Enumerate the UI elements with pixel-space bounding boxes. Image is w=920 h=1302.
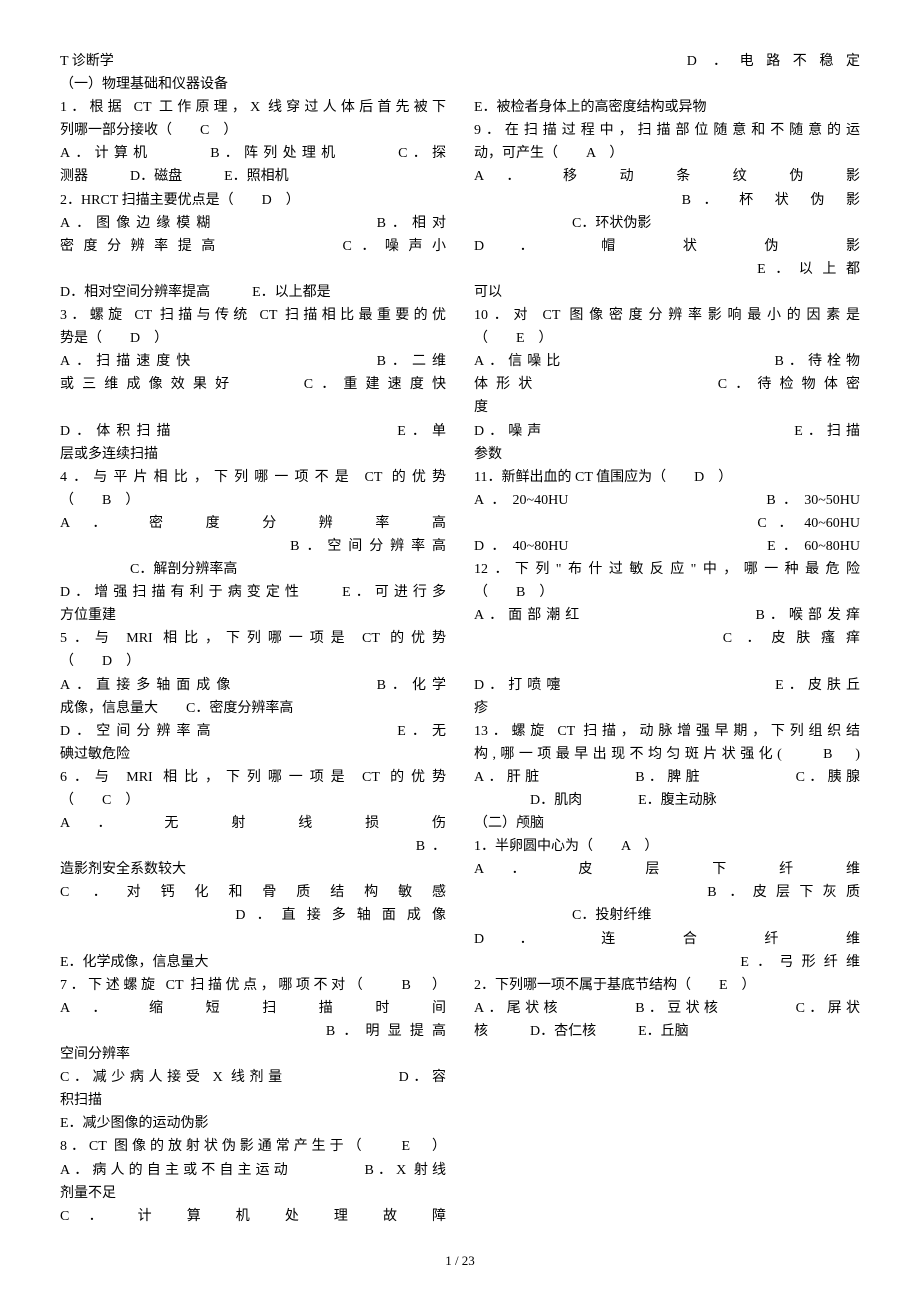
text-line: A ． 缩 短 扫 描 时 间 (60, 997, 446, 1020)
text-line: A ． 密 度 分 辨 率 高 (60, 512, 446, 535)
document-body: T 诊断学（一）物理基础和仪器设备1．根据 CT 工作原理，X 线穿过人体后首先… (60, 50, 860, 1230)
text-line: A．肝脏 B．脾脏 C．胰腺 (474, 766, 860, 789)
text-line: 空间分辨率 (60, 1043, 446, 1066)
text-line: E．以上都 (474, 258, 860, 281)
text-line: （ B ） (474, 581, 860, 604)
text-line: 测器 D．磁盘 E．照相机 (60, 165, 446, 188)
text-line: 2．HRCT 扫描主要优点是（ D ） (60, 189, 446, 212)
text-line: 或三维成像效果好 C．重建速度快 (60, 373, 446, 396)
text-line (474, 73, 860, 96)
text-line: T 诊断学 (60, 50, 446, 73)
text-line: A．直接多轴面成像 B．化学 (60, 674, 446, 697)
text-line: D．相对空间分辨率提高 E．以上都是 (60, 281, 446, 304)
text-line: C．投射纤维 (474, 904, 860, 927)
text-line: C．解剖分辨率高 (60, 558, 446, 581)
text-line: A．图像边缘模糊 B．相对 (60, 212, 446, 235)
text-line: D．体积扫描 E．单 (60, 420, 446, 443)
page-footer: 1 / 23 (60, 1250, 860, 1271)
text-line: A ． 移 动 条 纹 伪 影 (474, 165, 860, 188)
text-line: A．面部潮红 B．喉部发痒 (474, 604, 860, 627)
text-line (474, 650, 860, 673)
text-line (60, 396, 446, 419)
text-line: （ C ） (60, 789, 446, 812)
text-line: A ． 无 射 线 损 伤 (60, 812, 446, 835)
text-line: 疹 (474, 697, 860, 720)
text-line: 势是（ D ） (60, 327, 446, 350)
text-line: C．环状伪影 (474, 212, 860, 235)
text-line: B．明显提高 (60, 1020, 446, 1043)
text-line: C．40~60HU (474, 512, 860, 535)
text-line: E．化学成像，信息量大 (60, 951, 446, 974)
text-line: D．40~80HU E．60~80HU (474, 535, 860, 558)
text-line: C ．对钙化和骨质结构敏感 (60, 881, 446, 904)
text-line: A．20~40HU B．30~50HU (474, 489, 860, 512)
text-line: C ． 计 算 机 处 理 故 障 (60, 1205, 446, 1228)
text-line: 体形状 C．待检物体密 (474, 373, 860, 396)
text-line: 层或多连续扫描 (60, 443, 446, 466)
text-line (60, 258, 446, 281)
text-line: D ． 帽 状 伪 影 (474, 235, 860, 258)
text-line (60, 928, 446, 951)
text-line: 积扫描 (60, 1089, 446, 1112)
text-line: E．减少图像的运动伪影 (60, 1112, 446, 1135)
text-line: （ B ） (60, 489, 446, 512)
text-line: 可以 (474, 281, 860, 304)
text-line: 1．半卵圆中心为（ A ） (474, 835, 860, 858)
text-line: B ． 杯 状 伪 影 (474, 189, 860, 212)
text-line: A．病人的自主或不自主运动 B．X 射线 (60, 1159, 446, 1182)
text-line: （二）颅脑 (474, 812, 860, 835)
text-line: D．增强扫描有利于病变定性 E．可进行多 (60, 581, 446, 604)
text-line: 9．在扫描过程中，扫描部位随意和不随意的运 (474, 119, 860, 142)
text-line: C ．皮肤瘙痒 (474, 627, 860, 650)
text-line: 3．螺旋 CT 扫描与传统 CT 扫描相比最重要的优 (60, 304, 446, 327)
text-line: 7．下述螺旋 CT 扫描优点，哪项不对（ B ） (60, 974, 446, 997)
text-line: 12．下列"布什过敏反应"中，哪一种最危险 (474, 558, 860, 581)
text-line: D．噪声 E．扫描 (474, 420, 860, 443)
text-line: 密度分辨率提高 C．噪声小 (60, 235, 446, 258)
text-line: 度 (474, 396, 860, 419)
text-line: 碘过敏危险 (60, 743, 446, 766)
text-line: 11．新鲜出血的 CT 值围应为（ D ） (474, 466, 860, 489)
text-line: 列哪一部分接收（ C ） (60, 119, 446, 142)
text-line: D ． 连 合 纤 维 (474, 928, 860, 951)
text-line: 剂量不足 (60, 1182, 446, 1205)
text-line: D．打喷嚏 E．皮肤丘 (474, 674, 860, 697)
text-line: 核 D．杏仁核 E．丘脑 (474, 1020, 860, 1043)
text-line: 5．与 MRI 相比，下列哪一项是 CT 的优势 (60, 627, 446, 650)
text-line: （ E ） (474, 327, 860, 350)
text-line: A．扫描速度快 B．二维 (60, 350, 446, 373)
text-line: 成像，信息量大 C．密度分辨率高 (60, 697, 446, 720)
text-line: 造影剂安全系数较大 (60, 858, 446, 881)
text-line: 8．CT 图像的放射状伪影通常产生于（ E ） (60, 1135, 446, 1158)
text-line: 2．下列哪一项不属于基底节结构（ E ） (474, 974, 860, 997)
text-line: A．尾状核 B．豆状核 C．屏状 (474, 997, 860, 1020)
text-line: 10．对 CT 图像密度分辨率影响最小的因素是 (474, 304, 860, 327)
text-line: 参数 (474, 443, 860, 466)
text-line: A．计算机 B．阵列处理机 C．探 (60, 142, 446, 165)
text-line: E．被检者身体上的高密度结构或异物 (474, 96, 860, 119)
text-line: （一）物理基础和仪器设备 (60, 73, 446, 96)
text-line: D．直接多轴面成像 (60, 904, 446, 927)
text-line: D．空间分辨率高 E．无 (60, 720, 446, 743)
text-line: A．信噪比 B．待栓物 (474, 350, 860, 373)
text-line: B． (60, 835, 446, 858)
text-line: E．弓形纤维 (474, 951, 860, 974)
text-line: 6．与 MRI 相比，下列哪一项是 CT 的优势 (60, 766, 446, 789)
text-line: D．肌肉 E．腹主动脉 (474, 789, 860, 812)
text-line: 动，可产生（ A ） (474, 142, 860, 165)
text-line: 构,哪一项最早出现不均匀斑片状强化( B ) (474, 743, 860, 766)
text-line: 4．与平片相比，下列哪一项不是 CT 的优势 (60, 466, 446, 489)
text-line: 方位重建 (60, 604, 446, 627)
text-line: （ D ） (60, 650, 446, 673)
text-line: B．空间分辨率高 (60, 535, 446, 558)
text-line: 1．根据 CT 工作原理，X 线穿过人体后首先被下 (60, 96, 446, 119)
text-line: B ．皮层下灰质 (474, 881, 860, 904)
text-line: 13．螺旋 CT 扫描，动脉增强早期，下列组织结 (474, 720, 860, 743)
text-line: A ． 皮 层 下 纤 维 (474, 858, 860, 881)
text-line: C．减少病人接受 X 线剂量 D．容 (60, 1066, 446, 1089)
text-line: D ．电路不稳定 (474, 50, 860, 73)
